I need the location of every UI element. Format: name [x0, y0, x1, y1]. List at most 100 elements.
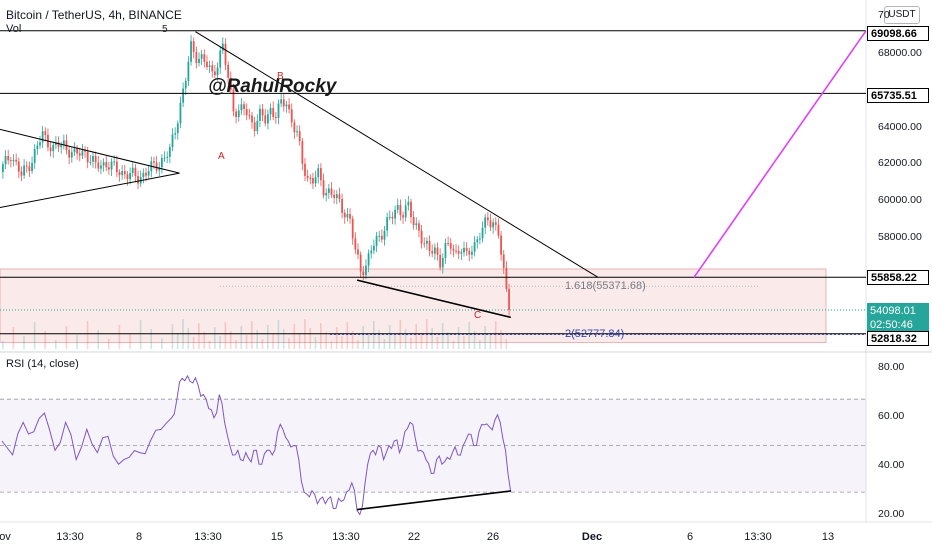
candle-body [415, 223, 418, 226]
volume-bar [410, 338, 412, 349]
fib-2-label: 2(52777.84) [565, 328, 625, 340]
volume-bar [362, 326, 364, 349]
candle-body [237, 110, 240, 117]
volume-bar [161, 338, 163, 349]
volume-bar [12, 327, 15, 349]
fib-1618-label: 1.618(55371.68) [565, 280, 646, 292]
volume-bar [330, 341, 333, 349]
candle-body [436, 247, 439, 255]
candle-body [349, 214, 351, 219]
volume-bar [484, 326, 486, 349]
candle-body [373, 245, 375, 251]
volume-bar [394, 334, 396, 349]
candle-body [76, 148, 78, 154]
candle-body [145, 172, 147, 176]
volume-label: Vol [6, 23, 22, 35]
candle-body [240, 104, 243, 111]
candle-body [7, 156, 10, 161]
candle-body [288, 104, 290, 110]
volume-bar [97, 330, 99, 349]
candle-body [269, 107, 272, 115]
volume-bar [325, 332, 327, 349]
candle-body [365, 265, 367, 276]
volume-bar [139, 320, 142, 349]
volume-bar [76, 335, 78, 349]
candle-body [123, 171, 126, 175]
volume-bar [23, 336, 25, 349]
currency-button[interactable]: USDT [884, 6, 920, 24]
candle-body [137, 175, 139, 184]
candle-body [44, 131, 47, 135]
candle-body [484, 217, 487, 228]
volume-bar [187, 328, 190, 349]
volume-bar [261, 339, 264, 349]
volume-bar [272, 334, 274, 349]
volume-bar [298, 333, 301, 349]
author-watermark: @RahulRocky [208, 76, 337, 97]
volume-bar [399, 320, 402, 349]
volume-bar [320, 323, 322, 349]
candle-body [433, 247, 436, 254]
wave-label-b: B [277, 71, 284, 82]
triangle-lower-line [0, 172, 180, 209]
candle-body [410, 201, 412, 217]
volume-bar [203, 332, 205, 349]
price-level-label: 52818.32 [867, 331, 929, 346]
volume-bar [479, 340, 481, 349]
volume-bar [44, 331, 46, 349]
candle-body [394, 209, 396, 219]
candle-body [471, 251, 473, 255]
candle-body [285, 104, 288, 107]
candle-body [402, 215, 404, 218]
volume-bar [341, 336, 343, 349]
candle-body [362, 271, 365, 276]
candle-body [486, 217, 489, 221]
wave-label-c: C [474, 310, 482, 321]
candle-body [298, 131, 301, 142]
candle-body [153, 161, 155, 163]
wave-label-a: A [218, 151, 225, 162]
volume-bar [309, 328, 311, 349]
candle-body [508, 288, 510, 310]
candle-body [15, 159, 18, 162]
candle-body [386, 217, 389, 231]
volume-bar [388, 325, 391, 349]
volume-bar [176, 333, 179, 349]
candle-body [192, 41, 195, 52]
candle-body [439, 254, 442, 268]
price-tick: 60000.00 [878, 194, 922, 206]
volume-bar [489, 335, 492, 349]
candle-body [338, 194, 341, 199]
volume-bar [235, 340, 237, 349]
rsi-tick: 40.00 [878, 459, 905, 471]
candle-body [404, 205, 407, 218]
volume-bar [436, 337, 439, 349]
x-tick: ov [0, 531, 11, 543]
candle-body [280, 99, 283, 104]
candle-body [399, 204, 402, 216]
volume-bar [473, 331, 476, 349]
candle-body [179, 102, 182, 124]
candle-body [20, 171, 23, 176]
volume-bar [224, 322, 227, 349]
candle-body [94, 155, 97, 163]
candle-body [168, 147, 171, 157]
x-tick: 13:30 [744, 531, 772, 543]
candle-body [444, 242, 447, 258]
volume-bar [468, 322, 470, 349]
candle-body [407, 201, 410, 206]
rsi-tick: 20.00 [878, 508, 905, 520]
candle-body [161, 158, 163, 168]
candle-body [84, 150, 86, 152]
price-tick: 58000.00 [878, 231, 922, 243]
volume-bar [378, 330, 380, 349]
candle-body [274, 117, 277, 119]
volume-bar [55, 340, 57, 349]
candle-body [166, 156, 169, 158]
candle-body [476, 239, 479, 243]
volume-bar [431, 328, 433, 349]
volume-bar [245, 335, 248, 349]
candle-body [200, 54, 203, 59]
candle-body [272, 107, 275, 118]
